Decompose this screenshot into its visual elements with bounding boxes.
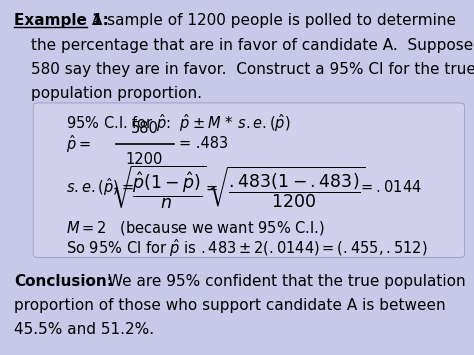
Text: 580: 580	[131, 121, 158, 136]
Text: We are 95% confident that the true population: We are 95% confident that the true popul…	[103, 274, 466, 289]
Text: $s.e.(\hat{p}) =$: $s.e.(\hat{p}) =$	[66, 176, 134, 198]
Text: 580 say they are in favor.  Construct a 95% CI for the true: 580 say they are in favor. Construct a 9…	[31, 62, 474, 77]
Text: population proportion.: population proportion.	[31, 86, 202, 101]
Text: Conclusion:: Conclusion:	[14, 274, 113, 289]
Text: 95% C.I. for $\hat{p}$:  $\hat{p} \pm M\,*\,s.e.(\hat{p})$: 95% C.I. for $\hat{p}$: $\hat{p} \pm M\,…	[66, 112, 291, 133]
Text: $\sqrt{\dfrac{.483(1-.483)}{1200}}$: $\sqrt{\dfrac{.483(1-.483)}{1200}}$	[208, 164, 365, 210]
FancyBboxPatch shape	[33, 103, 465, 257]
Text: proportion of those who support candidate A is between: proportion of those who support candidat…	[14, 298, 446, 313]
Text: $\hat{p} =$: $\hat{p} =$	[66, 133, 91, 155]
Text: 1200: 1200	[126, 152, 163, 167]
Text: So 95% CI for $\hat{p}$ is $.483 \pm 2(.0144) = (.455,.512)$: So 95% CI for $\hat{p}$ is $.483 \pm 2(.…	[66, 237, 428, 259]
Text: $M = 2$   (because we want 95% C.I.): $M = 2$ (because we want 95% C.I.)	[66, 219, 325, 237]
Text: = .483: = .483	[179, 136, 228, 151]
Text: A sample of 1200 people is polled to determine: A sample of 1200 people is polled to det…	[87, 13, 456, 28]
Text: $\sqrt{\dfrac{\hat{p}(1-\hat{p})}{n}}$: $\sqrt{\dfrac{\hat{p}(1-\hat{p})}{n}}$	[111, 163, 207, 211]
Text: the percentage that are in favor of candidate A.  Suppose: the percentage that are in favor of cand…	[31, 38, 473, 53]
Text: $= .0144$: $= .0144$	[358, 179, 422, 195]
Text: $=$: $=$	[203, 180, 219, 195]
Text: Example 1:: Example 1:	[14, 13, 109, 28]
Text: 45.5% and 51.2%.: 45.5% and 51.2%.	[14, 322, 155, 337]
